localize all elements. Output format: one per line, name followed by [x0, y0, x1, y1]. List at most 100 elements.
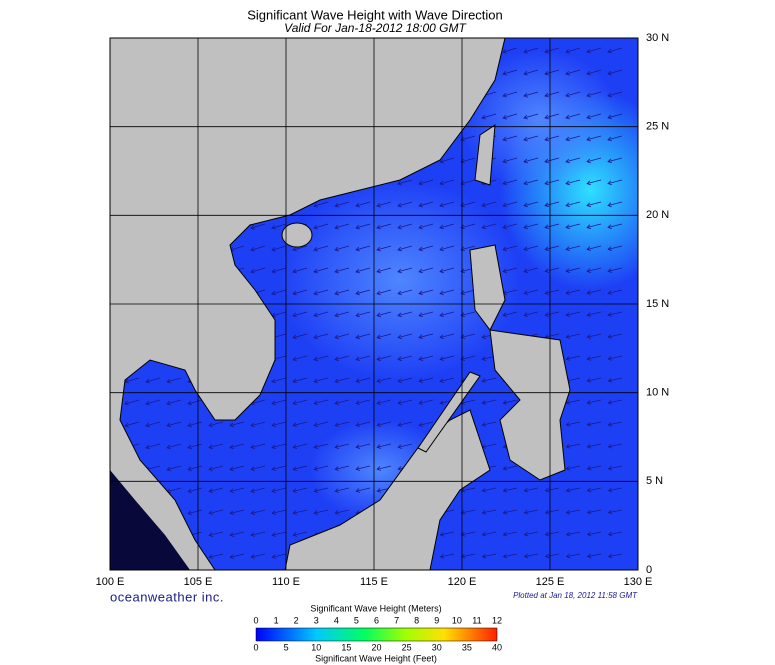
wave-arrow	[208, 443, 224, 450]
wave-arrow	[418, 223, 434, 230]
wave-arrow	[250, 531, 266, 537]
wave-arrow	[607, 91, 623, 98]
wave-arrow	[355, 443, 371, 449]
wave-arrow	[124, 421, 140, 428]
wave-arrow	[250, 465, 266, 472]
wave-arrow	[271, 443, 287, 450]
wave-arrow	[586, 333, 602, 339]
wave-arrow	[460, 355, 476, 361]
wave-arrow	[145, 443, 161, 450]
wave-arrow	[544, 223, 560, 230]
wave-arrow	[250, 509, 266, 515]
wave-arrow	[313, 487, 329, 493]
wave-arrow	[439, 201, 455, 208]
wave-arrow	[565, 421, 581, 427]
wave-arrow	[586, 311, 602, 317]
wave-arrow	[376, 289, 392, 296]
sea-shade	[280, 180, 520, 380]
wave-arrow	[565, 267, 581, 274]
wave-arrow	[313, 377, 329, 384]
wave-arrow	[523, 47, 539, 54]
wave-arrow	[292, 245, 308, 252]
wave-arrow	[418, 355, 434, 362]
feet-tick-label: 40	[492, 642, 502, 652]
wave-arrow	[607, 135, 623, 142]
wave-arrow	[523, 267, 539, 274]
wave-arrow	[439, 377, 455, 383]
wave-arrow	[586, 377, 602, 383]
meters-tick-label: 7	[394, 615, 399, 625]
wave-arrow	[586, 69, 602, 76]
wave-arrow	[607, 553, 623, 559]
brand: oceanweather inc.	[110, 589, 224, 604]
wave-arrow	[397, 377, 413, 384]
feet-tick-label: 35	[462, 642, 472, 652]
wave-arrow	[481, 201, 497, 208]
wave-arrow	[376, 355, 392, 362]
wave-arrow	[523, 91, 539, 98]
wave-arrow	[439, 179, 455, 186]
feet-tick-label: 10	[311, 642, 321, 652]
wave-arrow	[586, 157, 602, 164]
wave-arrow	[544, 113, 560, 120]
wave-arrow	[271, 465, 287, 472]
wave-arrow	[313, 509, 329, 515]
wave-arrow	[502, 267, 518, 274]
wave-arrow	[439, 289, 455, 296]
meters-tick-label: 3	[314, 615, 319, 625]
wave-arrow	[586, 465, 602, 471]
wave-arrow	[334, 487, 350, 493]
wave-arrow	[460, 157, 476, 164]
wave-arrow	[376, 421, 392, 427]
wave-arrow	[166, 443, 182, 450]
wave-arrow	[145, 421, 161, 428]
wave-arrow	[418, 311, 434, 318]
sumatra	[110, 470, 190, 570]
wave-arrow	[523, 69, 539, 76]
wave-arrow	[523, 553, 539, 559]
wave-arrow	[376, 333, 392, 340]
wave-arrow	[586, 531, 602, 537]
lon-label: 115 E	[360, 576, 388, 588]
wave-arrow	[565, 509, 581, 515]
wave-arrow	[355, 377, 371, 384]
wave-arrow	[292, 443, 308, 450]
wave-arrow	[418, 333, 434, 340]
wave-arrow	[397, 245, 413, 252]
wave-arrow	[502, 47, 518, 54]
wave-arrow	[586, 135, 602, 142]
wave-arrow	[502, 553, 518, 559]
meters-tick-label: 11	[472, 615, 481, 625]
wave-arrow	[292, 509, 308, 515]
wave-arrow	[397, 179, 413, 186]
lat-label: 10 N	[646, 387, 669, 399]
wave-arrow	[418, 201, 434, 208]
wave-arrow	[565, 245, 581, 252]
wave-arrow	[460, 311, 476, 318]
wave-arrow	[502, 113, 518, 120]
wave-arrow	[523, 223, 539, 230]
wave-arrow	[187, 487, 203, 494]
wave-arrow	[334, 333, 350, 340]
wave-arrow	[544, 289, 560, 295]
wave-arrow	[208, 553, 224, 559]
wave-arrow	[292, 531, 308, 537]
wave-arrow	[397, 399, 413, 405]
meters-tick-label: 9	[434, 615, 439, 625]
wave-arrow	[565, 135, 581, 142]
wave-arrow	[292, 289, 308, 296]
wave-arrow	[565, 113, 581, 120]
wave-arrow	[481, 553, 497, 559]
wave-arrow	[586, 355, 602, 361]
wave-arrow	[187, 509, 203, 516]
wave-arrow	[607, 289, 623, 295]
wave-arrow	[607, 157, 623, 164]
wave-arrow	[544, 245, 560, 252]
wave-arrow	[502, 399, 518, 405]
wave-arrow	[607, 421, 623, 427]
colorbar-title-meters: Significant Wave Height (Meters)	[310, 603, 441, 613]
wave-arrow	[607, 509, 623, 515]
wave-arrow	[586, 113, 602, 120]
wave-arrow	[187, 421, 203, 428]
